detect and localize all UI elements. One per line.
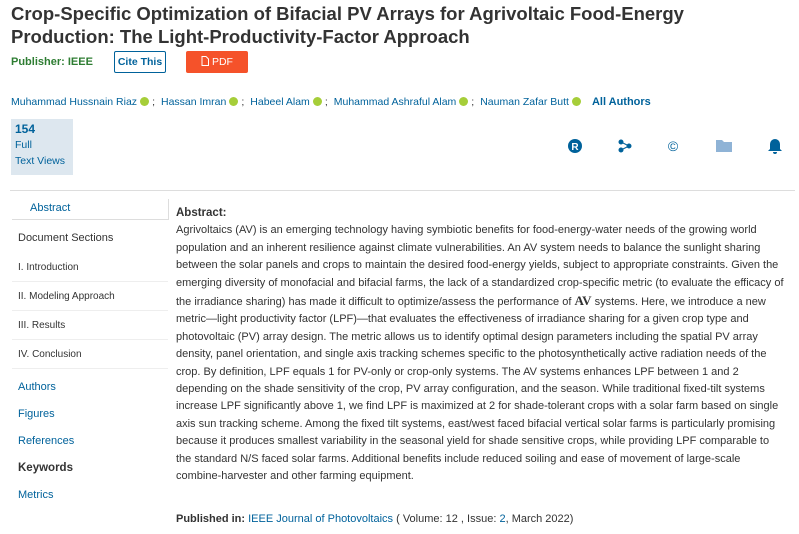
rights-letter: R bbox=[571, 142, 579, 153]
volume: 12 bbox=[445, 513, 458, 525]
pdf-icon bbox=[201, 56, 210, 66]
abstract-heading: Abstract: bbox=[176, 207, 227, 219]
folder-icon[interactable] bbox=[716, 140, 732, 152]
text: , Issue: bbox=[457, 513, 500, 525]
nav-section[interactable]: II. Modeling Approach bbox=[18, 291, 115, 302]
nav-link[interactable]: Metrics bbox=[18, 489, 54, 501]
orcid-icon[interactable] bbox=[140, 97, 150, 106]
copyright-symbol: © bbox=[668, 138, 679, 154]
nav-section[interactable]: III. Results bbox=[18, 320, 66, 331]
author-name[interactable]: Nauman Zafar Butt bbox=[480, 96, 569, 108]
abstract-text: Agrivoltaics (AV) is an emerging technol… bbox=[176, 222, 784, 485]
article-title: Crop-Specific Optimization of Bifacial P… bbox=[11, 3, 684, 47]
metrics-box[interactable]: 154 Full Text Views bbox=[11, 119, 73, 175]
separator: ; bbox=[241, 96, 245, 108]
separator: ; bbox=[152, 96, 155, 108]
author-name[interactable]: Hassan Imran bbox=[160, 96, 227, 108]
copyright-icon[interactable]: © bbox=[668, 138, 679, 154]
abstract: Abstract: Agrivoltaics (AV) is an emergi… bbox=[176, 205, 784, 486]
publisher-label: Publisher: bbox=[11, 56, 65, 68]
author-list: Muhammad Hussnain Riaz; Hassan Imran; Habe… bbox=[11, 96, 651, 108]
rights-icon[interactable]: R bbox=[568, 139, 582, 153]
publisher-name: IEEE bbox=[67, 56, 93, 68]
author-name[interactable]: Habeel Alam bbox=[250, 96, 310, 108]
divider bbox=[10, 190, 795, 191]
metrics-line: Full bbox=[15, 139, 32, 151]
abstract-part: systems. Here, we introduce a new metric… bbox=[176, 296, 779, 483]
nav-sections-title: Document Sections bbox=[18, 232, 114, 244]
orcid-icon[interactable] bbox=[229, 97, 239, 106]
abstract-math: AV bbox=[574, 293, 592, 309]
share-icon[interactable] bbox=[618, 139, 632, 153]
nav-rule bbox=[12, 339, 168, 340]
nav-section[interactable]: I. Introduction bbox=[18, 262, 79, 273]
issue-link[interactable]: 2 bbox=[499, 513, 506, 525]
nav-link[interactable]: Figures bbox=[18, 408, 55, 420]
nav-tab bbox=[12, 199, 169, 220]
separator: ; bbox=[471, 96, 475, 108]
orcid-icon[interactable] bbox=[459, 97, 469, 106]
orcid-icon[interactable] bbox=[571, 97, 581, 106]
nav-link[interactable]: Authors bbox=[18, 381, 56, 393]
orcid-icon[interactable] bbox=[312, 97, 322, 106]
cite-button[interactable]: Cite This bbox=[114, 51, 166, 73]
nav-link[interactable]: Keywords bbox=[18, 462, 73, 474]
abstract-part: Agrivoltaics (AV) is an emerging technol… bbox=[176, 224, 784, 309]
nav-rule bbox=[12, 368, 168, 369]
text: , March 2022) bbox=[505, 513, 574, 525]
nav-rule bbox=[12, 310, 168, 311]
nav-rule bbox=[12, 281, 168, 282]
published-label: Published in: bbox=[176, 513, 246, 525]
published-in: Published in: IEEE Journal of Photovolta… bbox=[176, 513, 573, 525]
all-authors[interactable]: All Authors bbox=[591, 96, 651, 108]
pdf-button[interactable]: PDF bbox=[186, 51, 248, 73]
text: ( Volume: bbox=[393, 513, 446, 525]
nav-abstract[interactable]: Abstract bbox=[30, 202, 71, 214]
bell-icon[interactable] bbox=[768, 139, 782, 154]
journal-link[interactable]: IEEE Journal of Photovoltaics bbox=[248, 513, 394, 525]
separator: ; bbox=[324, 96, 328, 108]
publisher: Publisher: IEEE bbox=[11, 56, 93, 68]
metrics-line: Text Views bbox=[15, 155, 65, 167]
pdf-label: PDF bbox=[211, 56, 233, 68]
author-name[interactable]: Muhammad Hussnain Riaz bbox=[11, 96, 138, 108]
nav-section[interactable]: IV. Conclusion bbox=[18, 349, 82, 360]
author-name[interactable]: Muhammad Ashraful Alam bbox=[333, 96, 457, 108]
nav-link[interactable]: References bbox=[18, 435, 75, 447]
toolbar: R © bbox=[568, 138, 782, 154]
view-count: 154 bbox=[15, 122, 36, 136]
